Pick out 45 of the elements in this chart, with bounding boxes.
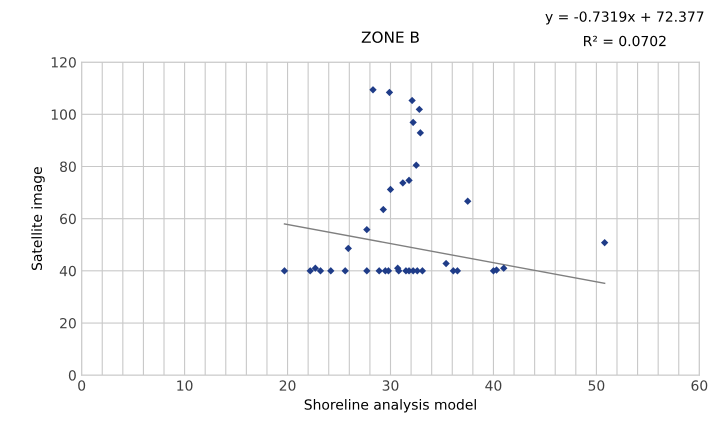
point	[386, 88, 394, 96]
y-tick-label: 20	[60, 318, 76, 328]
point	[409, 118, 417, 126]
x-tick-label: 40	[485, 380, 502, 391]
point	[306, 267, 314, 275]
point	[363, 226, 370, 234]
point	[399, 179, 407, 187]
x-tick-label: 30	[382, 380, 398, 391]
point	[376, 267, 383, 275]
point	[344, 244, 352, 252]
x-tick-label: 60	[691, 380, 708, 391]
y-axis-title: Satellite image	[31, 167, 45, 270]
point	[412, 162, 420, 169]
y-tick-label: 60	[60, 214, 76, 224]
x-axis-title: Shoreline analysis model	[304, 399, 476, 412]
x-tick-label: 20	[280, 380, 296, 391]
text: y = -0.7319x + 72.377	[545, 11, 704, 25]
x-tick-label: 10	[177, 380, 193, 391]
point	[442, 260, 450, 268]
point	[342, 267, 349, 275]
point	[408, 96, 416, 104]
y-tick-label: 80	[60, 161, 76, 172]
point	[464, 198, 472, 205]
y-tick-label: 120	[52, 57, 76, 68]
point	[316, 267, 324, 275]
chart-title: ZONE B	[362, 31, 419, 43]
y-tick-label: 40	[60, 266, 76, 276]
point	[416, 129, 424, 137]
point	[386, 186, 394, 194]
point	[363, 267, 370, 275]
point	[280, 267, 288, 275]
point	[500, 264, 508, 272]
text: R² = 0.0702	[584, 36, 666, 46]
point	[416, 106, 423, 114]
point	[312, 264, 320, 272]
point	[600, 238, 608, 246]
point	[327, 267, 334, 275]
y-tick-label: 100	[52, 109, 76, 120]
y-tick-label: 0	[68, 370, 76, 381]
point	[418, 267, 426, 275]
x-tick-label: 50	[588, 380, 604, 391]
x-tick-label: 0	[78, 380, 86, 391]
point	[405, 176, 413, 184]
point	[369, 86, 377, 94]
point	[380, 206, 387, 214]
